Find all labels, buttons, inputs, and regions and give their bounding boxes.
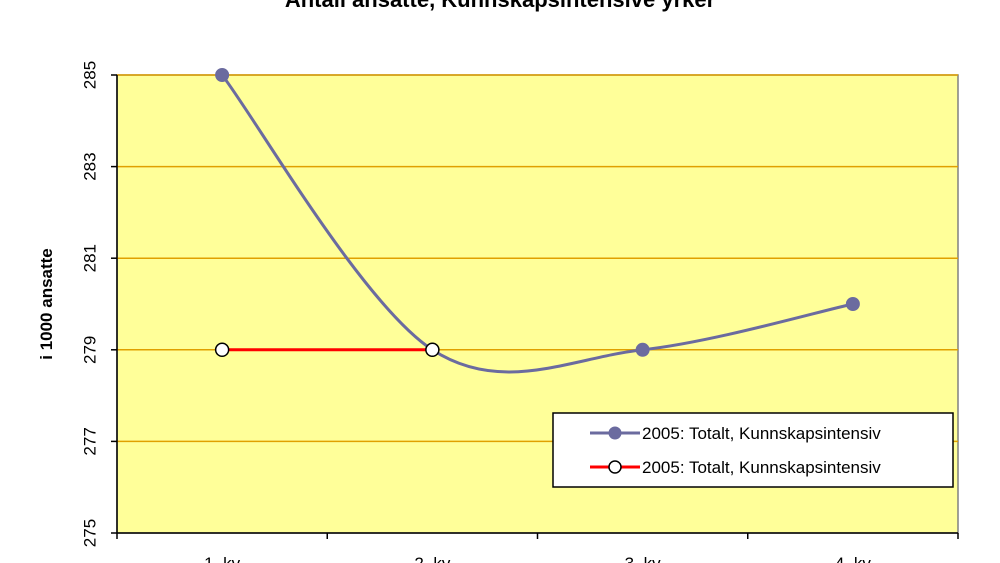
y-tick-label: 285 bbox=[80, 61, 99, 89]
y-tick-label: 277 bbox=[80, 427, 99, 455]
legend-label: 2005: Totalt, Kunnskapsintensiv bbox=[642, 458, 881, 477]
series-2-point bbox=[425, 342, 440, 358]
y-tick-label: 281 bbox=[80, 244, 99, 272]
legend-label: 2005: Totalt, Kunnskapsintensiv bbox=[642, 424, 881, 443]
x-tick-label: 1. kv bbox=[204, 554, 240, 563]
y-tick-label: 275 bbox=[80, 519, 99, 547]
x-tick-label: 4. kv bbox=[835, 554, 871, 563]
y-tick-label: 279 bbox=[80, 336, 99, 364]
series-1-point bbox=[215, 68, 230, 82]
y-axis-ticks: 275 277 279 281 283 285 bbox=[80, 61, 118, 547]
legend-swatch-marker bbox=[608, 426, 622, 440]
x-axis-ticks: 1. kv 2. kv 3. kv 4. kv bbox=[116, 532, 959, 563]
x-tick-label: 2. kv bbox=[414, 554, 450, 563]
chart-title: Antall ansatte, Kunnskapsintensive yrker bbox=[285, 0, 716, 12]
legend-swatch-marker bbox=[608, 460, 622, 474]
series-1-point bbox=[635, 342, 650, 357]
series-line-1 bbox=[220, 74, 854, 374]
series-layer bbox=[214, 68, 860, 374]
legend: 2005: Totalt, Kunnskapsintensiv 2005: Tot… bbox=[552, 412, 954, 488]
series-2-point bbox=[214, 342, 230, 358]
series-1-point bbox=[845, 297, 860, 311]
y-axis-label: i 1000 ansatte bbox=[37, 248, 56, 360]
y-tick-label: 283 bbox=[80, 152, 99, 180]
x-tick-label: 3. kv bbox=[625, 554, 661, 563]
legend-box bbox=[552, 412, 954, 488]
